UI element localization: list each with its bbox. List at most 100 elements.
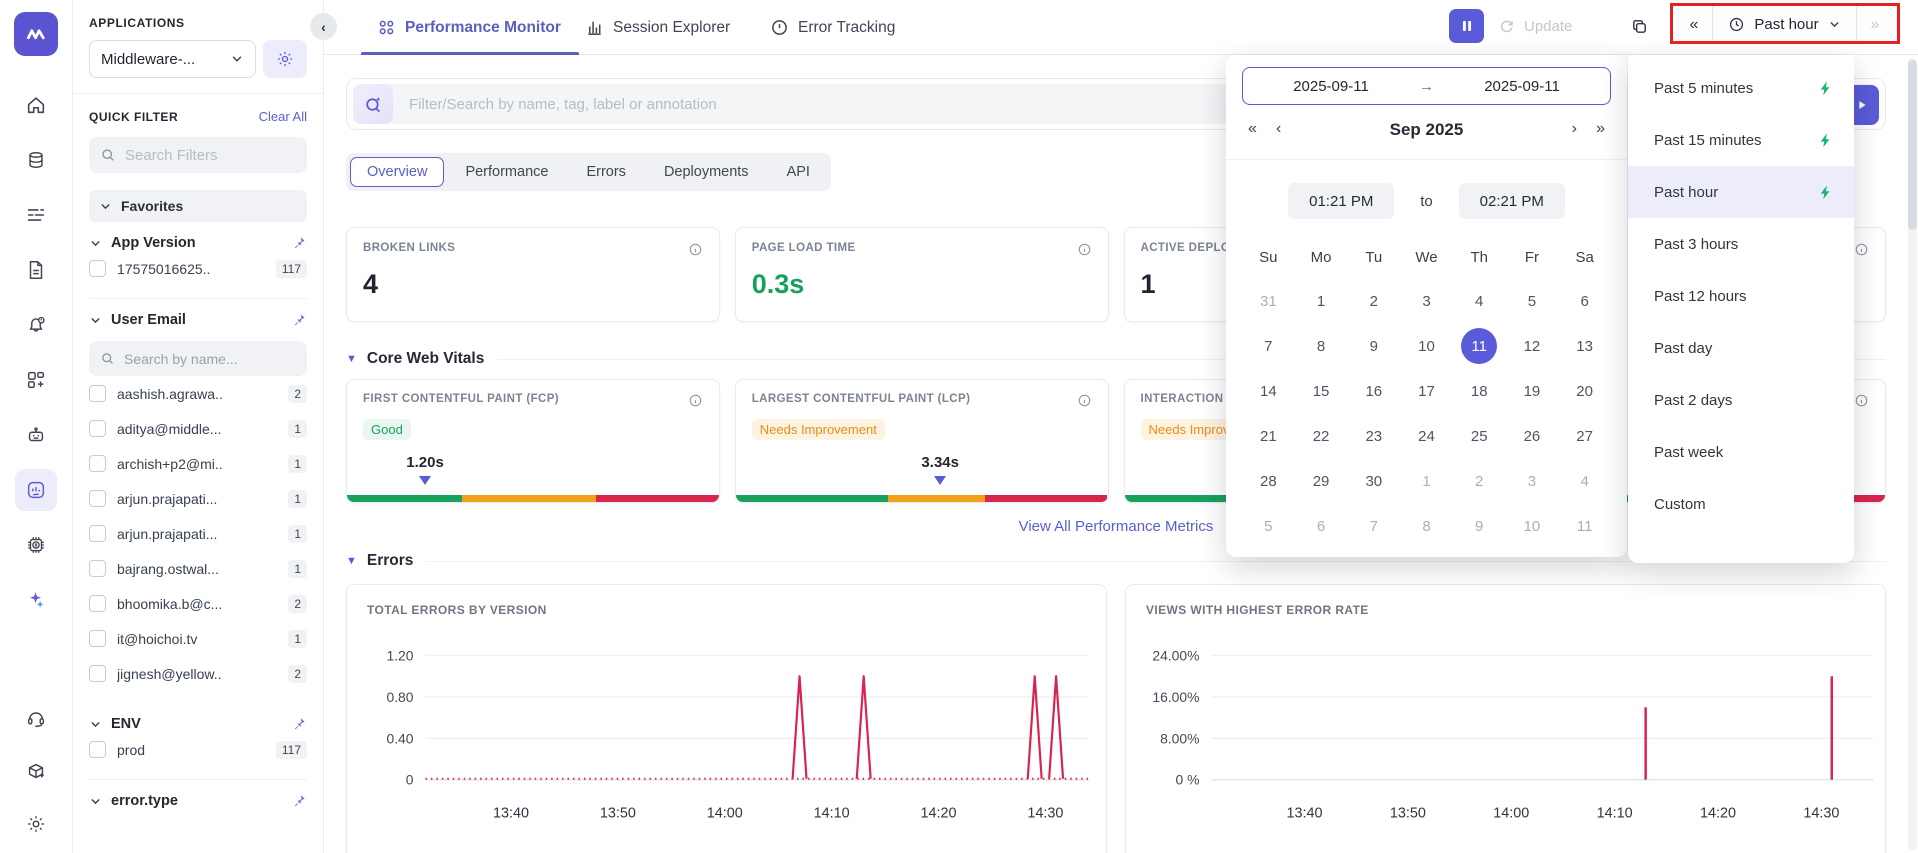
update-button[interactable]: Update bbox=[1498, 9, 1572, 43]
calendar-day[interactable]: 7 bbox=[1369, 517, 1378, 535]
calendar-day[interactable]: 1 bbox=[1316, 292, 1326, 310]
time-range-option-past-12-hours[interactable]: Past 12 hours bbox=[1628, 270, 1854, 322]
scrollbar-thumb[interactable] bbox=[1908, 60, 1917, 230]
info-icon[interactable] bbox=[1854, 393, 1869, 408]
info-icon[interactable] bbox=[1077, 393, 1092, 408]
checkbox[interactable] bbox=[89, 560, 106, 577]
calendar-day[interactable]: 17 bbox=[1418, 382, 1435, 400]
caret-down-icon[interactable]: ▼ bbox=[346, 555, 357, 567]
calendar-day[interactable]: 10 bbox=[1418, 337, 1435, 355]
info-icon[interactable] bbox=[1854, 242, 1869, 257]
calendar-day[interactable]: 28 bbox=[1260, 472, 1277, 490]
calendar-day[interactable]: 14 bbox=[1260, 382, 1277, 400]
start-date-value[interactable]: 2025-09-11 bbox=[1293, 77, 1369, 95]
filter-option[interactable]: aashish.agrawa.. 2 bbox=[89, 376, 307, 411]
checkbox[interactable] bbox=[89, 525, 106, 542]
calendar-day[interactable]: 8 bbox=[1422, 517, 1431, 535]
application-selector[interactable]: Middleware-... bbox=[89, 40, 256, 78]
support-headset-icon[interactable] bbox=[15, 697, 57, 739]
calendar-day[interactable]: 3 bbox=[1422, 292, 1431, 310]
calendar-day[interactable]: 23 bbox=[1365, 427, 1383, 445]
view-tab-deployments[interactable]: Deployments bbox=[663, 164, 749, 180]
date-range-input[interactable]: 2025-09-11 → 2025-09-11 bbox=[1242, 67, 1611, 105]
calendar-day[interactable]: 30 bbox=[1365, 472, 1383, 490]
time-range-option-past-5-minutes[interactable]: Past 5 minutes bbox=[1628, 62, 1854, 114]
calendar-day[interactable]: 20 bbox=[1576, 382, 1593, 400]
calendar-day[interactable]: 13 bbox=[1576, 337, 1593, 355]
time-range-option-past-hour[interactable]: Past hour bbox=[1628, 166, 1854, 218]
filter-search-input[interactable]: Search Filters bbox=[89, 137, 307, 173]
calendar-day[interactable]: 27 bbox=[1576, 427, 1593, 445]
calendar-day[interactable]: 19 bbox=[1523, 382, 1541, 400]
checkbox[interactable] bbox=[89, 455, 106, 472]
filter-option[interactable]: arjun.prajapati... 1 bbox=[89, 481, 307, 516]
filter-option[interactable]: aditya@middle... 1 bbox=[89, 411, 307, 446]
time-range-option-custom[interactable]: Custom bbox=[1628, 478, 1854, 530]
tab-session-explorer[interactable]: Session Explorer bbox=[585, 0, 730, 55]
calendar-day[interactable]: 4 bbox=[1475, 292, 1484, 310]
view-tab-overview[interactable]: Overview bbox=[350, 157, 445, 187]
group-search-input[interactable]: Search by name... bbox=[89, 341, 307, 376]
previous-month-button[interactable]: ‹ bbox=[1276, 120, 1282, 137]
clear-all-link[interactable]: Clear All bbox=[258, 109, 307, 124]
checkbox[interactable] bbox=[89, 420, 106, 437]
calendar-day[interactable]: 7 bbox=[1264, 337, 1273, 355]
middleware-logo[interactable] bbox=[14, 12, 58, 56]
ai-sparkle-icon[interactable] bbox=[15, 579, 57, 621]
filter-option[interactable]: archish+p2@mi.. 1 bbox=[89, 446, 307, 481]
calendar-day[interactable]: 15 bbox=[1312, 382, 1330, 400]
time-range-back-button[interactable]: « bbox=[1676, 6, 1713, 43]
info-icon[interactable] bbox=[688, 393, 703, 408]
alerts-icon[interactable] bbox=[15, 304, 57, 346]
bot-icon[interactable] bbox=[15, 414, 57, 456]
time-range-option-past-day[interactable]: Past day bbox=[1628, 322, 1854, 374]
dashboards-icon[interactable] bbox=[15, 359, 57, 401]
start-time-input[interactable]: 01:21 PM bbox=[1288, 183, 1395, 219]
filter-group-header[interactable]: error.type bbox=[89, 793, 307, 809]
copy-button[interactable] bbox=[1622, 9, 1656, 43]
checkbox[interactable] bbox=[89, 385, 106, 402]
time-range-forward-button[interactable]: » bbox=[1856, 6, 1893, 43]
scrollbar-track[interactable] bbox=[1908, 58, 1917, 850]
collapse-panel-button[interactable]: ‹ bbox=[310, 13, 337, 40]
time-range-option-past-3-hours[interactable]: Past 3 hours bbox=[1628, 218, 1854, 270]
calendar-day[interactable]: 12 bbox=[1523, 337, 1541, 355]
infra-cost-icon[interactable] bbox=[15, 524, 57, 566]
calendar-day-selected[interactable]: 11 bbox=[1461, 328, 1498, 364]
calendar-day[interactable]: 21 bbox=[1260, 427, 1277, 445]
end-date-value[interactable]: 2025-09-11 bbox=[1484, 77, 1560, 95]
filter-option[interactable]: bajrang.ostwal... 1 bbox=[89, 551, 307, 586]
checkbox[interactable] bbox=[89, 260, 106, 277]
time-range-option-past-2-days[interactable]: Past 2 days bbox=[1628, 374, 1854, 426]
filter-group-header[interactable]: ENV bbox=[89, 716, 307, 732]
calendar-day[interactable]: 4 bbox=[1580, 472, 1589, 490]
filter-group-header[interactable]: User Email bbox=[89, 312, 307, 328]
calendar-day[interactable]: 2 bbox=[1369, 292, 1378, 310]
calendar-day[interactable]: 10 bbox=[1523, 517, 1541, 535]
calendar-day[interactable]: 3 bbox=[1527, 472, 1537, 490]
checkbox[interactable] bbox=[89, 595, 106, 612]
view-tab-performance[interactable]: Performance bbox=[465, 164, 549, 180]
checkbox[interactable] bbox=[89, 490, 106, 507]
view-tab-api[interactable]: API bbox=[786, 164, 810, 180]
filter-option[interactable]: 17575016625.. 117 bbox=[89, 251, 307, 286]
end-time-input[interactable]: 02:21 PM bbox=[1458, 183, 1565, 219]
calendar-day[interactable]: 9 bbox=[1475, 517, 1484, 535]
rum-icon[interactable] bbox=[15, 469, 57, 511]
checkbox[interactable] bbox=[89, 741, 106, 758]
tab-performance-monitor[interactable]: Performance Monitor bbox=[361, 0, 579, 55]
view-all-performance-metrics-link[interactable]: View All Performance Metrics bbox=[1018, 518, 1214, 535]
calendar-day[interactable]: 2 bbox=[1475, 472, 1484, 490]
time-range-option-past-week[interactable]: Past week bbox=[1628, 426, 1854, 478]
filter-group-header[interactable]: App Version bbox=[89, 235, 307, 251]
favorites-toggle[interactable]: Favorites bbox=[89, 190, 307, 222]
calendar-day[interactable]: 6 bbox=[1580, 292, 1589, 310]
info-icon[interactable] bbox=[1077, 242, 1092, 257]
settings-gear-icon[interactable] bbox=[15, 803, 57, 845]
time-range-option-past-15-minutes[interactable]: Past 15 minutes bbox=[1628, 114, 1854, 166]
calendar-day[interactable]: 5 bbox=[1264, 517, 1273, 535]
calendar-day[interactable]: 1 bbox=[1422, 472, 1431, 490]
calendar-day[interactable]: 29 bbox=[1312, 472, 1330, 490]
filter-option[interactable]: jignesh@yellow.. 2 bbox=[89, 656, 307, 691]
calendar-day[interactable]: 22 bbox=[1312, 427, 1330, 445]
